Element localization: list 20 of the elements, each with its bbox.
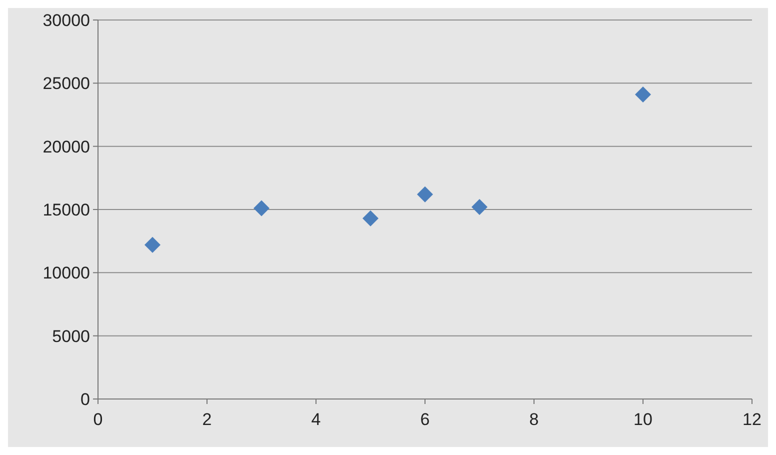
y-tick-label: 20000 bbox=[42, 137, 90, 156]
point bbox=[254, 200, 270, 216]
y-tick-label: 5000 bbox=[52, 326, 90, 346]
point bbox=[472, 198, 488, 215]
point bbox=[362, 210, 378, 226]
point bbox=[635, 86, 651, 103]
x-tick-label: 12 bbox=[742, 410, 762, 429]
y-tick-label: 0 bbox=[80, 390, 90, 409]
x-tick-label: 2 bbox=[202, 410, 212, 429]
y-tick-label: 25000 bbox=[42, 74, 90, 94]
x-tick-label: 4 bbox=[311, 410, 321, 429]
point bbox=[417, 186, 433, 202]
y-tick-label: 10000 bbox=[42, 264, 90, 283]
y-tick-label: 30000 bbox=[42, 10, 90, 30]
y-tick-label: 15000 bbox=[42, 200, 90, 220]
x-tick-label: 6 bbox=[420, 410, 430, 429]
x-tick-label: 0 bbox=[93, 410, 103, 429]
x-tick-label: 10 bbox=[634, 410, 652, 429]
point bbox=[144, 236, 160, 253]
x-tick-label: 8 bbox=[529, 410, 539, 429]
